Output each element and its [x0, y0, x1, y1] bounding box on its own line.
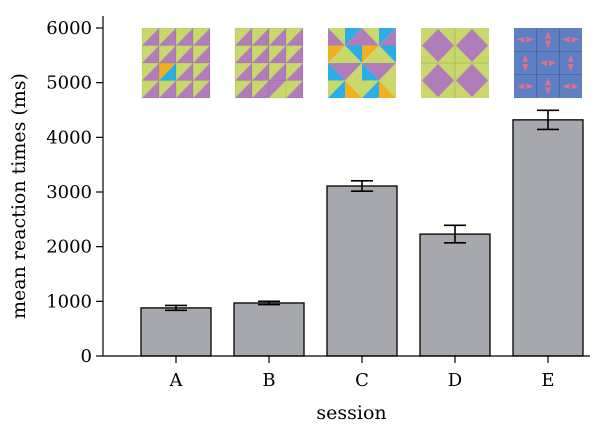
bars — [140, 119, 584, 357]
ticks: 0 1000 2000 3000 4000 5000 6000 A B C D E — [46, 18, 554, 391]
diamond-pattern-stimulus-d-icon — [421, 28, 489, 98]
x-tick-label-D: D — [448, 370, 462, 391]
bar-D — [419, 233, 491, 357]
x-tick-label-B: B — [262, 370, 275, 391]
axes — [102, 16, 590, 357]
triangle-pattern-stimulus-c-icon — [328, 28, 396, 98]
y-tick-label: 1000 — [46, 291, 92, 312]
x-axis-title: session — [316, 402, 386, 424]
y-tick-label: 6000 — [46, 18, 92, 39]
triangle-pattern-stimulus-b-icon — [234, 27, 304, 99]
error-bar-E — [537, 109, 559, 131]
arrow-pattern-stimulus-e-icon — [514, 28, 582, 98]
error-bars — [165, 109, 559, 312]
y-axis-title: mean reaction times (ms) — [8, 73, 30, 319]
y-tick-label: 5000 — [46, 73, 92, 94]
stimulus-images — [141, 27, 582, 99]
y-tick-label: 3000 — [46, 182, 92, 203]
bar-B — [233, 302, 305, 357]
error-bar-B — [258, 300, 280, 306]
y-tick-label: 4000 — [46, 127, 92, 148]
triangle-pattern-stimulus-a-icon — [141, 27, 211, 99]
y-tick-label: 0 — [81, 346, 92, 367]
error-bar-D — [444, 224, 466, 244]
bar-E — [512, 119, 584, 357]
x-tick-label-E: E — [541, 370, 554, 391]
y-tick-label: 2000 — [46, 237, 92, 258]
bar-A — [140, 307, 212, 357]
x-tick-label-A: A — [169, 370, 184, 391]
x-tick-label-C: C — [355, 370, 369, 391]
error-bar-A — [165, 304, 187, 312]
bar-C — [326, 185, 398, 357]
error-bar-C — [351, 179, 373, 192]
